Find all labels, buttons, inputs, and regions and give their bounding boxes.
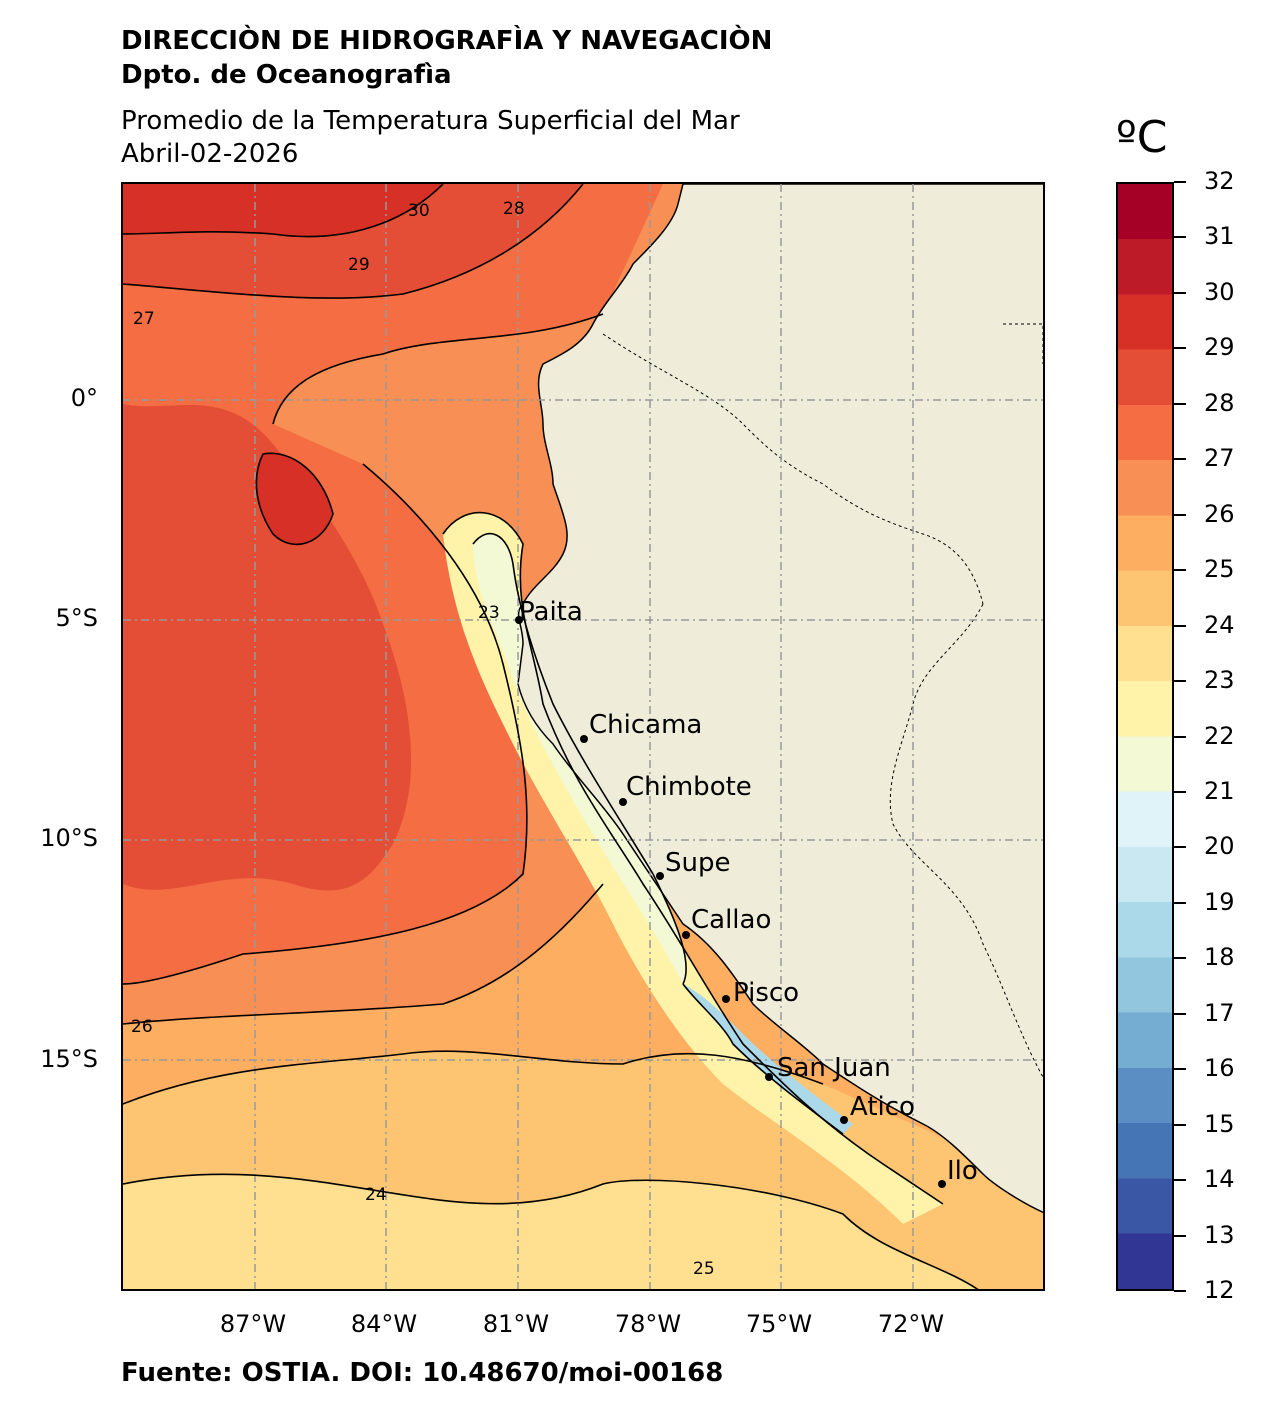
contour-label: 30 <box>408 201 430 221</box>
contour-label: 28 <box>503 199 525 219</box>
ports: Paita Chicama Chimbote Supe Callao Pisco… <box>515 597 978 1188</box>
contour-label: 27 <box>133 309 155 329</box>
sst-map-canvas: 30 29 28 27 26 25 24 23 Paita Chicama Ch… <box>123 184 1043 1289</box>
colorbar-tick-label: 27 <box>1204 444 1235 473</box>
colorbar-tick-mark <box>1174 1123 1186 1126</box>
colorbar-tick-mark <box>1174 790 1186 793</box>
lon-label: 87°W <box>219 1310 287 1338</box>
colorbar-tick-label: 18 <box>1204 943 1235 972</box>
colorbar-tick-label: 14 <box>1204 1165 1235 1194</box>
port-label-pisco: Pisco <box>733 978 799 1008</box>
contour-label: 26 <box>131 1017 153 1037</box>
port-label-callao: Callao <box>691 905 771 935</box>
port-marker-paita <box>515 616 523 624</box>
department-title: Dpto. de Oceanografìa <box>121 60 452 90</box>
map-title: Promedio de la Temperatura Superficial d… <box>121 106 740 136</box>
graticule <box>123 184 1043 1289</box>
contour-label: 23 <box>478 603 500 623</box>
colorbar-tick-label: 24 <box>1204 610 1235 639</box>
colorbar-tick-label: 28 <box>1204 388 1235 417</box>
sst-map: 30 29 28 27 26 25 24 23 Paita Chicama Ch… <box>121 182 1045 1291</box>
colorbar-tick-label: 19 <box>1204 887 1235 916</box>
source-footer: Fuente: OSTIA. DOI: 10.48670/moi-00168 <box>121 1358 724 1388</box>
port-marker-san-juan <box>765 1073 773 1081</box>
colorbar-tick-mark <box>1174 735 1186 738</box>
colorbar-tick-mark <box>1174 291 1186 294</box>
colorbar-tick-mark <box>1174 458 1186 461</box>
colorbar-tick-mark <box>1174 1290 1186 1292</box>
colorbar-tick-mark <box>1174 402 1186 405</box>
colorbar-tick-mark <box>1174 957 1186 960</box>
colorbar-tick-mark <box>1174 846 1186 849</box>
band-28-29-west <box>123 404 412 891</box>
lon-label: 84°W <box>350 1310 418 1338</box>
port-marker-pisco <box>722 995 730 1003</box>
band-23-24-south <box>123 1004 879 1289</box>
colorbar-tick-mark <box>1174 569 1186 572</box>
lat-label: 15°S <box>40 1045 98 1073</box>
border-peru-brazil <box>889 603 1043 1079</box>
port-marker-chimbote <box>619 798 627 806</box>
band-29-30-north <box>123 184 443 237</box>
port-label-paita: Paita <box>519 597 583 627</box>
institution-title: DIRECCIÒN DE HIDROGRAFÌA Y NAVEGACIÒN <box>121 26 773 56</box>
colorbar-tick-label: 15 <box>1204 1109 1235 1138</box>
colorbar-tick-label: 22 <box>1204 721 1235 750</box>
colorbar-tick-mark <box>1174 1068 1186 1071</box>
colorbar-tick-label: 31 <box>1204 222 1235 251</box>
colorbar-tick-label: 25 <box>1204 555 1235 584</box>
colorbar-tick-label: 16 <box>1204 1054 1235 1083</box>
colorbar-tick-label: 32 <box>1204 167 1235 195</box>
colorbar-tick-mark <box>1174 624 1186 627</box>
isotherms <box>123 184 979 1289</box>
contour-label: 29 <box>348 255 370 275</box>
colorbar-tick-mark <box>1174 513 1186 516</box>
colorbar-tick-label: 21 <box>1204 776 1235 805</box>
colorbar <box>1116 182 1174 1291</box>
contour-label: 24 <box>365 1185 387 1205</box>
lon-label: 75°W <box>745 1310 813 1338</box>
port-marker-supe <box>656 872 664 880</box>
colorbar-tick-label: 12 <box>1204 1276 1235 1304</box>
colorbar-tick-mark <box>1174 901 1186 904</box>
port-label-chimbote: Chimbote <box>626 772 752 802</box>
lon-label: 78°W <box>614 1310 682 1338</box>
port-marker-chicama <box>580 735 588 743</box>
colorbar-tick-label: 20 <box>1204 832 1235 861</box>
map-date: Abril-02-2026 <box>121 139 299 169</box>
lat-label: 5°S <box>55 604 98 632</box>
colorbar-tick-mark <box>1174 1234 1186 1237</box>
port-marker-ilo <box>938 1180 946 1188</box>
port-label-chicama: Chicama <box>589 710 702 740</box>
colorbar-tick-label: 30 <box>1204 277 1235 306</box>
port-marker-callao <box>682 931 690 939</box>
colorbar-tick-label: 29 <box>1204 333 1235 362</box>
border-colombia <box>1003 323 1043 364</box>
lat-label: 10°S <box>40 824 98 852</box>
colorbar-tick-label: 17 <box>1204 998 1235 1027</box>
contour-label: 25 <box>693 1259 715 1279</box>
band-18-19-coastal <box>683 984 853 1134</box>
colorbar-tick-mark <box>1174 680 1186 683</box>
colorbar-tick-mark <box>1174 236 1186 239</box>
port-label-san-juan: San Juan <box>777 1053 891 1083</box>
colorbar-unit: ºC <box>1116 112 1168 163</box>
lon-label: 81°W <box>482 1310 550 1338</box>
port-label-atico: Atico <box>850 1092 915 1122</box>
lat-label: 0° <box>70 384 98 412</box>
colorbar-tick-label: 13 <box>1204 1220 1235 1249</box>
border-ecuador-peru <box>602 333 984 605</box>
lon-label: 72°W <box>877 1310 945 1338</box>
colorbar-tick-mark <box>1174 1179 1186 1182</box>
port-label-ilo: Ilo <box>947 1156 978 1186</box>
port-marker-atico <box>840 1116 848 1124</box>
colorbar-tick-mark <box>1174 347 1186 350</box>
colorbar-tick-label: 23 <box>1204 666 1235 695</box>
colorbar-tick-mark <box>1174 181 1186 183</box>
port-label-supe: Supe <box>665 848 730 878</box>
colorbar-tick-mark <box>1174 1012 1186 1015</box>
colorbar-tick-label: 26 <box>1204 499 1235 528</box>
